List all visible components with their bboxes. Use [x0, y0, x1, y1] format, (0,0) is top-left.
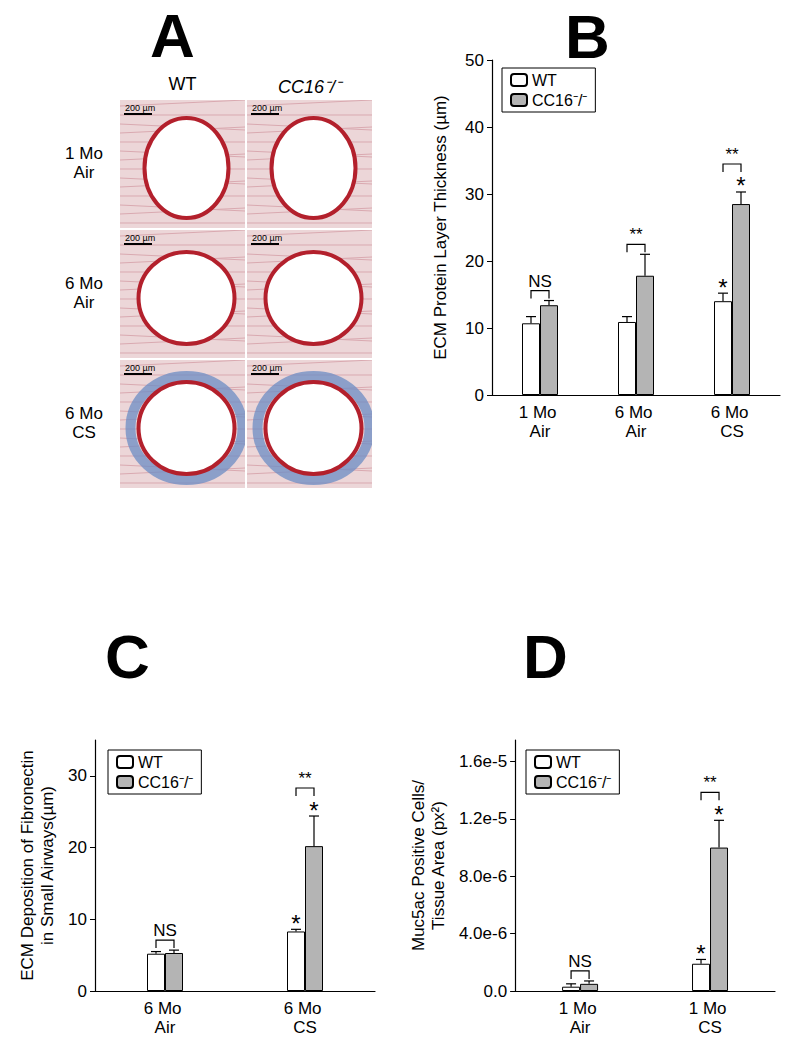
svg-text:*: * [718, 274, 727, 301]
svg-text:30: 30 [465, 185, 484, 204]
html-text:6 Mo Air: 6 Mo Air [65, 274, 103, 312]
svg-text:**: ** [703, 773, 717, 792]
svg-text:*: * [736, 172, 745, 199]
svg-text:200 µm: 200 µm [252, 233, 282, 243]
html-text:WT: WT [168, 74, 197, 94]
svg-text:D: D [523, 622, 568, 691]
svg-text:1 Mo: 1 Mo [689, 999, 732, 1018]
svg-text:ECM Protein Layer Thickness (µ: ECM Protein Layer Thickness (µm) [431, 95, 450, 360]
svg-text:Air: Air [626, 422, 647, 441]
svg-text:200 µm: 200 µm [252, 363, 282, 373]
svg-text:NS: NS [528, 272, 552, 291]
svg-text:CC16⁻/⁻: CC16⁻/⁻ [532, 92, 587, 109]
svg-text:NS: NS [153, 921, 177, 940]
svg-text:Air: Air [570, 1018, 591, 1037]
html-text:CC16⁻/⁻: CC16⁻/⁻ [278, 77, 341, 97]
svg-text:10: 10 [68, 910, 87, 929]
svg-text:C: C [105, 622, 150, 691]
svg-text:CS: CS [293, 1018, 317, 1037]
svg-text:0.0: 0.0 [483, 982, 507, 1001]
svg-text:B: B [565, 2, 610, 71]
svg-text:Air: Air [530, 422, 551, 441]
svg-text:**: ** [725, 145, 739, 164]
svg-text:1.6e-5: 1.6e-5 [459, 752, 507, 771]
svg-text:1.2e-5: 1.2e-5 [459, 809, 507, 828]
html-text:6 Mo CS: 6 Mo CS [65, 404, 103, 442]
svg-text:**: ** [629, 225, 643, 244]
svg-text:200 µm: 200 µm [125, 233, 155, 243]
svg-text:200 µm: 200 µm [125, 363, 155, 373]
html-text:1 Mo Air: 1 Mo Air [65, 144, 103, 182]
svg-text:20: 20 [465, 252, 484, 271]
svg-text:ECM Deposition of Fibronectin: ECM Deposition of Fibronectin [18, 750, 37, 981]
svg-text:Air: Air [155, 1018, 176, 1037]
svg-text:*: * [309, 797, 318, 824]
svg-text:Muc5ac Positive Cells/: Muc5ac Positive Cells/ [409, 780, 428, 951]
svg-text:**: ** [298, 769, 312, 788]
svg-text:200 µm: 200 µm [125, 103, 155, 113]
svg-text:CC16⁻/⁻: CC16⁻/⁻ [556, 774, 611, 791]
svg-text:6 Mo: 6 Mo [615, 403, 658, 422]
svg-text:*: * [714, 801, 723, 828]
svg-text:*: * [291, 910, 300, 937]
svg-text:50: 50 [465, 51, 484, 70]
svg-text:6 Mo: 6 Mo [711, 403, 754, 422]
svg-text:6 Mo: 6 Mo [144, 999, 187, 1018]
svg-text:WT: WT [138, 754, 163, 771]
svg-text:CS: CS [720, 422, 744, 441]
svg-text:0: 0 [78, 982, 87, 1001]
svg-text:1 Mo: 1 Mo [559, 999, 602, 1018]
svg-text:8.0e-6: 8.0e-6 [459, 867, 507, 886]
svg-text:10: 10 [465, 319, 484, 338]
svg-text:in Small Airways(µm): in Small Airways(µm) [38, 786, 57, 945]
svg-text:Tissue Area (px²): Tissue Area (px²) [429, 801, 448, 930]
html-text:A: A [150, 1, 195, 70]
svg-text:CS: CS [698, 1018, 722, 1037]
svg-text:4.0e-6: 4.0e-6 [459, 924, 507, 943]
svg-text:NS: NS [568, 952, 592, 971]
svg-text:1 Mo: 1 Mo [519, 403, 562, 422]
svg-text:40: 40 [465, 118, 484, 137]
svg-text:WT: WT [556, 754, 581, 771]
svg-text:200 µm: 200 µm [252, 103, 282, 113]
svg-text:*: * [696, 940, 705, 967]
svg-text:WT: WT [532, 72, 557, 89]
svg-text:0: 0 [475, 386, 484, 405]
svg-text:30: 30 [68, 766, 87, 785]
svg-text:CC16⁻/⁻: CC16⁻/⁻ [138, 774, 193, 791]
svg-text:6 Mo: 6 Mo [284, 999, 327, 1018]
svg-text:20: 20 [68, 838, 87, 857]
